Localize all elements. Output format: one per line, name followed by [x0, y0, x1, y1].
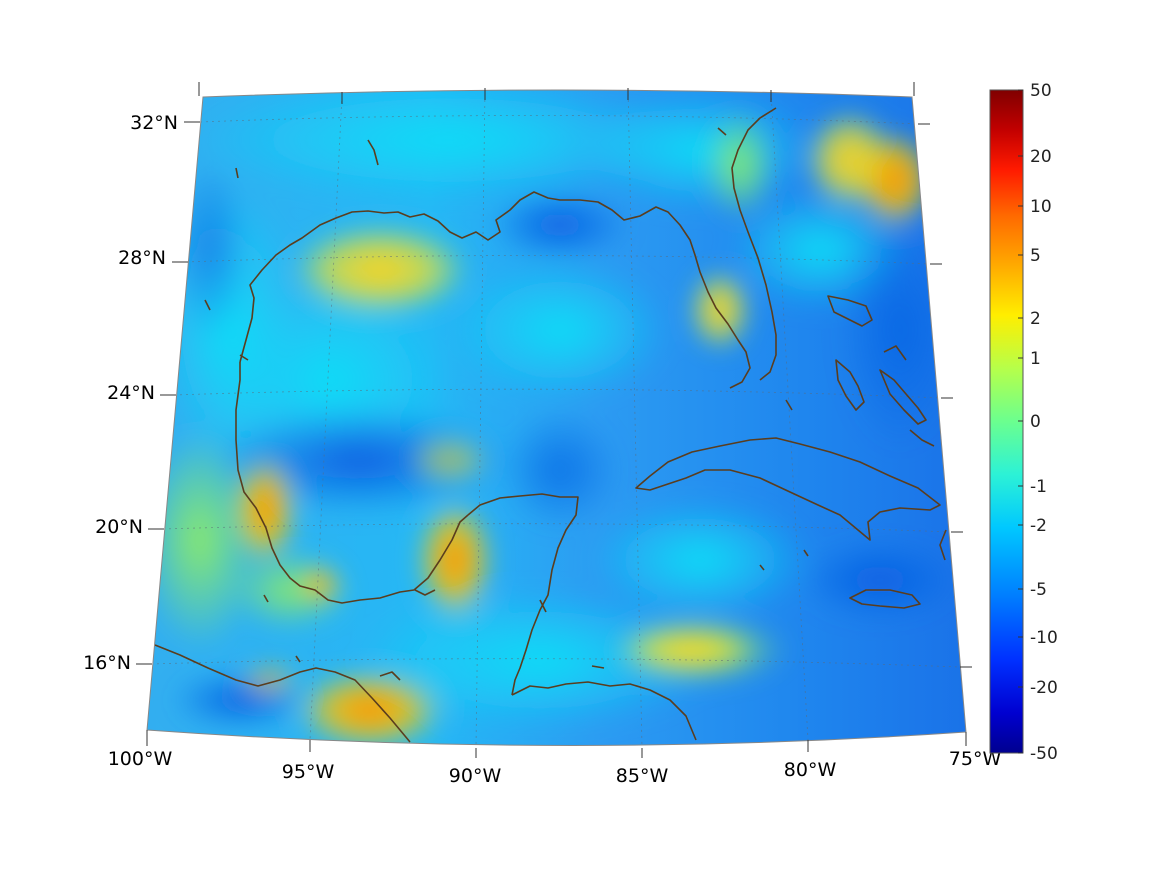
coastlines — [154, 107, 947, 743]
graticule — [150, 90, 961, 746]
lat-label-20: 20°N — [95, 516, 143, 538]
colorbar-tick-label: 50 — [1030, 81, 1052, 101]
lat-label-16: 16°N — [83, 652, 131, 674]
data-field — [147, 90, 966, 746]
map-frame — [146, 89, 967, 747]
lon-label-100: 100°W — [108, 748, 173, 770]
lon-label-85: 85°W — [616, 765, 669, 787]
colorbar-gradient — [989, 89, 1024, 754]
colorbar-tick-label: 10 — [1030, 197, 1052, 217]
lon-label-95: 95°W — [282, 761, 335, 783]
colorbar-tick-label: -10 — [1030, 628, 1058, 648]
frame-ticks — [136, 82, 972, 758]
colorbar-tick-label: -50 — [1030, 744, 1058, 764]
lat-label-32: 32°N — [130, 112, 178, 134]
colorbar-tick-label: 1 — [1030, 349, 1041, 369]
lon-label-75: 75°W — [949, 748, 1002, 770]
latitude-labels: 32°N 28°N 24°N 20°N 16°N — [83, 112, 178, 674]
colorbar-tick-label: 5 — [1030, 246, 1041, 266]
colorbar-tick-label: -5 — [1030, 580, 1047, 600]
lat-label-24: 24°N — [107, 382, 155, 404]
colorbar-tick-label: -2 — [1030, 516, 1047, 536]
lon-label-90: 90°W — [449, 765, 502, 787]
colorbar-tick-label: 0 — [1030, 412, 1041, 432]
colorbar-tick-label: -1 — [1030, 477, 1047, 497]
longitude-labels: 100°W 95°W 90°W 85°W 80°W 75°W — [108, 748, 1002, 787]
colorbar-tick-label: 20 — [1030, 147, 1052, 167]
colorbar-tick-label: -20 — [1030, 678, 1058, 698]
colorbar-tick-label: 2 — [1030, 309, 1041, 329]
lat-label-28: 28°N — [118, 247, 166, 269]
lon-label-80: 80°W — [784, 759, 837, 781]
